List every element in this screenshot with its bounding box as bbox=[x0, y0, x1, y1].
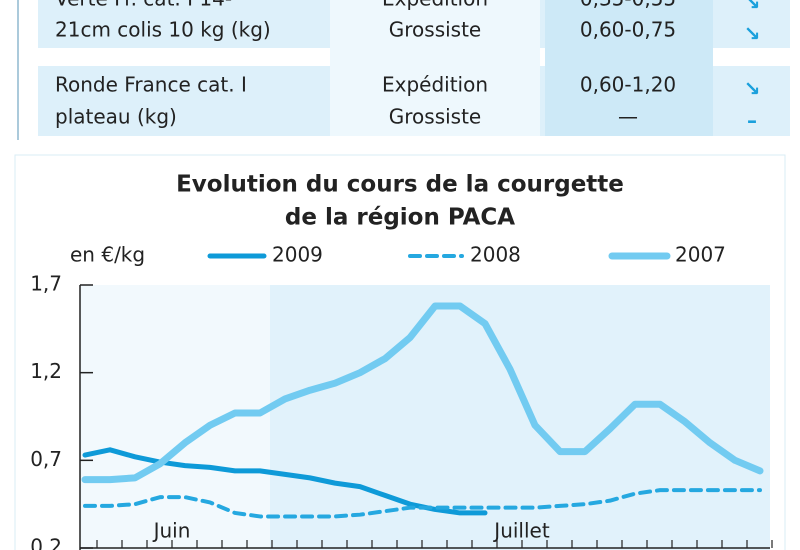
product-name: 21cm colis 10 kg (kg) bbox=[55, 18, 271, 42]
market: Grossiste bbox=[389, 105, 481, 129]
market: Expédition bbox=[382, 73, 488, 97]
price-col-bg bbox=[545, 0, 713, 136]
product-name: Verte Fr. cat. I 14- bbox=[55, 0, 232, 11]
series-line bbox=[83, 488, 762, 519]
market: Expédition bbox=[382, 0, 488, 11]
legend-label: 2009 bbox=[272, 243, 323, 267]
plot-bg-left bbox=[80, 285, 270, 550]
chart-title: Evolution du cours de la courgette bbox=[176, 172, 624, 198]
product-name: Ronde France cat. I bbox=[55, 73, 247, 97]
legend-label: 2008 bbox=[470, 243, 521, 267]
price: 0,60-1,20 bbox=[580, 73, 676, 97]
price: 0,35-0,55 bbox=[580, 0, 676, 11]
y-tick-label: 0,7 bbox=[30, 447, 62, 471]
market-col-bg bbox=[330, 0, 540, 136]
chart-title: de la région PACA bbox=[285, 205, 515, 231]
price: — bbox=[618, 105, 638, 129]
y-axis-label: en €/kg bbox=[70, 243, 145, 267]
trend: ↘ bbox=[744, 22, 761, 46]
y-tick-label: 1,2 bbox=[30, 359, 62, 383]
trend: ↘ bbox=[744, 0, 761, 15]
series-line bbox=[82, 447, 488, 516]
series-line bbox=[81, 302, 764, 484]
market: Grossiste bbox=[389, 18, 481, 42]
y-tick-label: 1,7 bbox=[30, 272, 62, 296]
trend: – bbox=[747, 109, 757, 133]
x-tick-label: Juin bbox=[152, 519, 191, 543]
trend: ↘ bbox=[744, 77, 761, 101]
product-name: plateau (kg) bbox=[55, 105, 177, 129]
legend-label: 2007 bbox=[675, 243, 726, 267]
x-tick-label: Juillet bbox=[492, 519, 550, 543]
price: 0,60-0,75 bbox=[580, 18, 676, 42]
plot-bg-right bbox=[270, 285, 770, 550]
y-tick-label: 0,2 bbox=[30, 535, 62, 550]
